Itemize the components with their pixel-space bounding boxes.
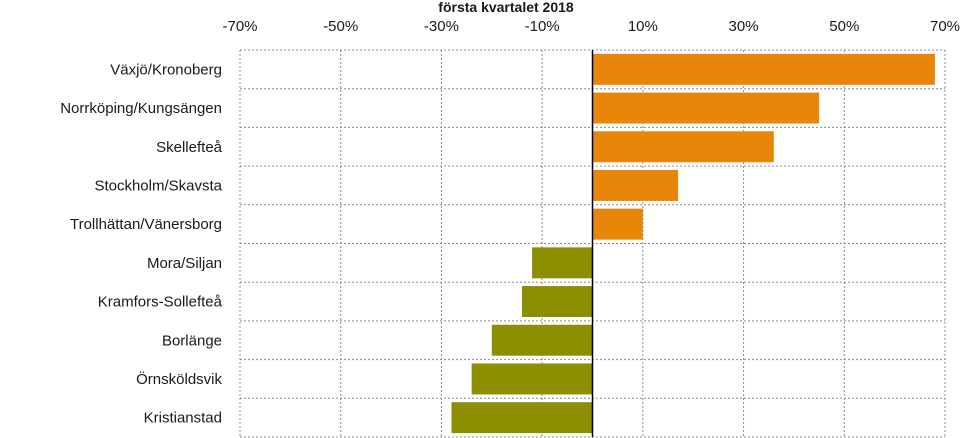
category-labels: Växjö/Kronoberg Norrköping/Kungsängen Skel… (60, 61, 222, 426)
bar (522, 286, 593, 318)
bars (451, 53, 935, 434)
x-tick-label: 50% (829, 18, 859, 35)
category-label: Kristianstad (144, 410, 222, 427)
bar (491, 324, 593, 356)
bar (592, 92, 820, 124)
x-tick-label: 10% (628, 18, 658, 35)
category-label: Örnsköldsvik (136, 370, 222, 388)
category-label: Kramfors-Sollefteå (98, 294, 223, 311)
bar (592, 53, 935, 85)
category-label: Stockholm/Skavsta (94, 177, 222, 194)
x-axis-ticks: -70% -50% -30% -10% 10% 30% 50% 70% (222, 18, 960, 35)
bar (592, 131, 774, 163)
x-tick-label: 70% (930, 18, 960, 35)
x-tick-label: -30% (424, 18, 459, 35)
x-tick-label: 30% (729, 18, 759, 35)
category-label: Borlänge (162, 332, 222, 349)
x-tick-label: -10% (525, 18, 560, 35)
x-tick-label: -50% (323, 18, 358, 35)
category-label: Norrköping/Kungsängen (60, 100, 222, 117)
category-label: Växjö/Kronoberg (110, 61, 222, 78)
bar (451, 402, 593, 434)
chart-title: första kvartalet 2018 (438, 0, 574, 15)
category-label: Trollhättan/Vänersborg (70, 216, 222, 233)
category-label: Skellefteå (156, 139, 223, 156)
bar (592, 169, 679, 201)
bar (532, 247, 593, 279)
bar (592, 208, 643, 240)
category-label: Mora/Siljan (147, 255, 222, 272)
x-tick-label: -70% (222, 18, 257, 35)
bar (471, 363, 593, 395)
